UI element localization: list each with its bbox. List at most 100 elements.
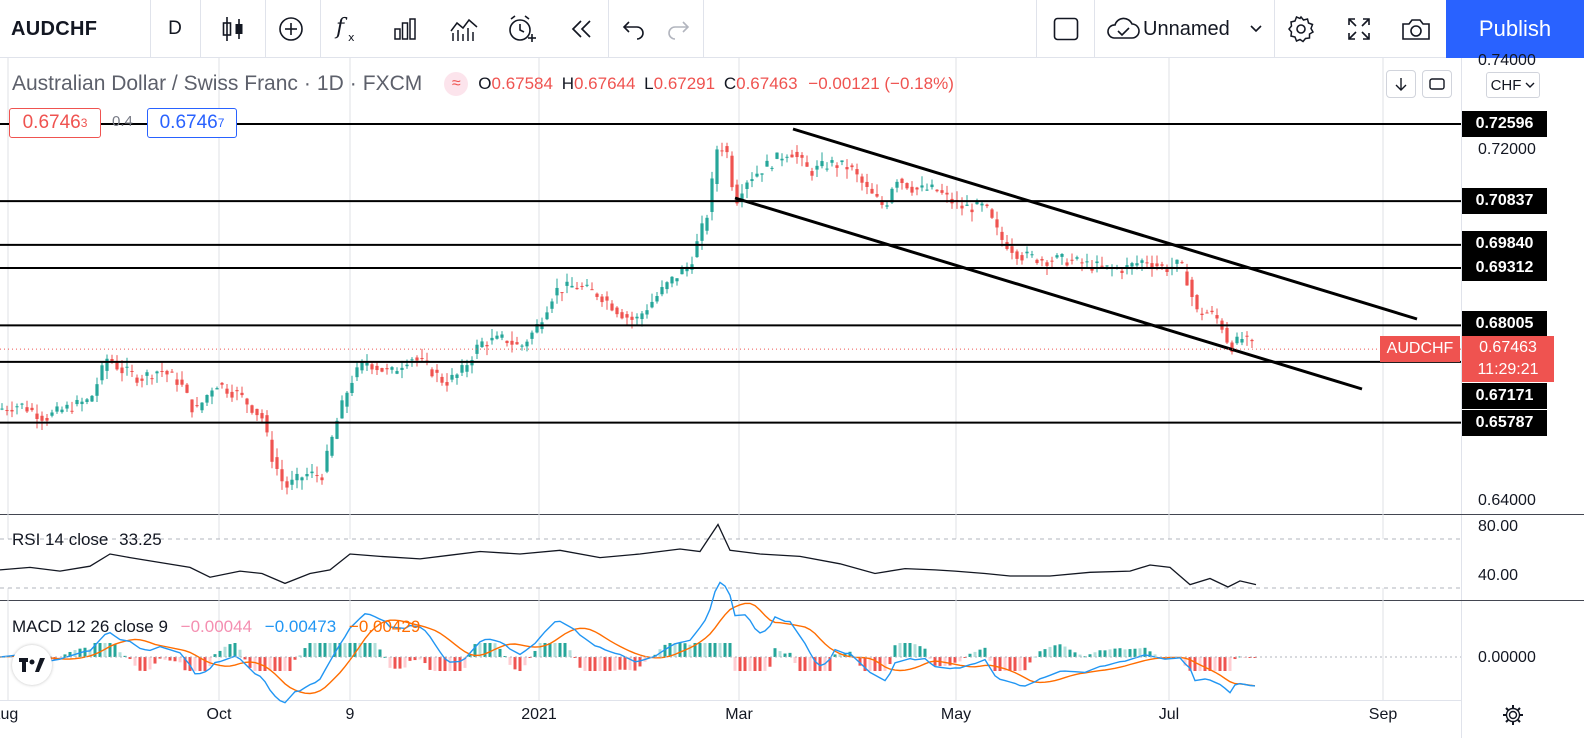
macd-histogram-bar: [183, 657, 187, 671]
legend-separator: ·: [349, 72, 357, 95]
time-axis-label: Oct: [206, 706, 232, 723]
macd-histogram-bar: [378, 649, 382, 657]
fullscreen-button[interactable]: [1336, 0, 1382, 58]
macd-histogram-bar: [228, 644, 232, 657]
layout-menu-button[interactable]: [1244, 0, 1268, 58]
templates-button[interactable]: [440, 0, 488, 58]
market-status-icon[interactable]: ≈: [444, 72, 469, 96]
candle-body: [1030, 254, 1034, 256]
sell-button[interactable]: 0.6746 3: [9, 108, 101, 138]
candle-body: [385, 368, 389, 370]
macd-histogram-bar: [958, 657, 962, 662]
candle-body: [1145, 262, 1149, 264]
macd-histogram-bar: [993, 657, 997, 671]
candle-body: [665, 282, 669, 290]
candle-body: [1050, 260, 1054, 262]
macd-histogram-bar: [998, 657, 1002, 671]
macd-histogram-bar: [1003, 657, 1007, 671]
macd-histogram-bar: [113, 644, 117, 657]
scroll-to-latest-button[interactable]: [1386, 70, 1416, 98]
candle-body: [5, 410, 9, 412]
candle-body: [165, 370, 169, 375]
tradingview-logo[interactable]: [12, 645, 52, 685]
candle-body: [975, 201, 979, 205]
candle-body: [215, 388, 219, 390]
cloud-save-button[interactable]: [1103, 0, 1143, 58]
macd-histogram-bar: [213, 654, 217, 657]
candle-body: [1245, 335, 1249, 337]
financials-button[interactable]: [382, 0, 428, 58]
candle-body: [770, 167, 774, 169]
maximize-icon: [1429, 78, 1445, 90]
macd-histogram-bar: [293, 657, 297, 660]
alert-button[interactable]: [498, 0, 546, 58]
candle-body: [80, 401, 84, 405]
macd-histogram-bar: [373, 643, 377, 657]
compare-symbol-button[interactable]: [268, 0, 314, 58]
macd-histogram-bar: [168, 657, 172, 661]
bar-replay-button[interactable]: [556, 0, 606, 58]
candle-body: [280, 469, 284, 482]
candle-body: [200, 402, 204, 411]
candle-body: [225, 388, 229, 394]
publish-button[interactable]: Publish: [1446, 0, 1584, 58]
toolbar-divider: [1036, 0, 1037, 58]
candle-body: [900, 178, 904, 184]
candle-body: [555, 287, 559, 296]
macd-histogram-bar: [608, 657, 612, 671]
maximize-pane-button[interactable]: [1422, 70, 1452, 98]
redo-button[interactable]: [656, 0, 700, 58]
candle-body: [435, 369, 439, 373]
macd-histogram-bar: [1113, 648, 1117, 657]
settings-button[interactable]: [1278, 0, 1324, 58]
candle-body: [1235, 336, 1239, 344]
macd-histogram-bar: [638, 657, 642, 667]
macd-histogram-bar: [758, 657, 762, 671]
macd-histogram-bar: [1028, 657, 1032, 663]
templates-icon: [450, 18, 478, 41]
interval-button[interactable]: D: [168, 18, 182, 39]
rsi-title: RSI 14 close: [12, 530, 109, 549]
macd-histogram-bar: [923, 648, 927, 657]
chart-settings-button[interactable]: [1500, 702, 1526, 728]
time-axis-label: Sep: [1368, 706, 1398, 723]
candle-body: [450, 374, 454, 380]
candle-body: [580, 285, 584, 287]
macd-histogram-bar: [418, 657, 422, 660]
time-axis-label: 9: [345, 706, 355, 723]
candle-body: [680, 268, 684, 275]
candle-body: [705, 217, 709, 231]
undo-button[interactable]: [612, 0, 656, 58]
close-value: 0.67463: [736, 74, 798, 93]
candle-body: [695, 241, 699, 258]
buy-button[interactable]: 0.6746 7: [147, 108, 237, 138]
snapshot-button[interactable]: [1392, 0, 1440, 58]
macd-histogram-bar: [123, 655, 127, 657]
candle-body: [1130, 263, 1134, 267]
macd-histogram-bar: [148, 657, 152, 670]
candle-body: [135, 377, 139, 383]
macd-histogram-bar: [978, 649, 982, 657]
candle-body: [240, 392, 244, 396]
macd-histogram-bar: [903, 643, 907, 657]
symbol-search-button[interactable]: AUDCHF: [11, 17, 98, 40]
candle-body: [765, 160, 769, 167]
macd-histogram-bar: [888, 657, 892, 665]
macd-histogram-bar: [1223, 657, 1227, 671]
currency-selector[interactable]: CHF: [1486, 72, 1540, 98]
candle-body: [690, 264, 694, 270]
layout-name[interactable]: Unnamed: [1143, 17, 1230, 40]
candle-body: [110, 359, 114, 362]
macd-histogram-bar: [423, 657, 427, 664]
macd-histogram-bar: [673, 643, 677, 657]
chart-type-button[interactable]: [210, 0, 256, 58]
layout-select-button[interactable]: [1040, 0, 1092, 58]
macd-histogram-bar: [273, 657, 277, 671]
arrow-down-icon: [1395, 78, 1407, 91]
chart-canvas[interactable]: [0, 58, 1584, 738]
candle-body: [530, 332, 534, 339]
macd-histogram-bar: [718, 643, 722, 657]
candle-body: [585, 284, 589, 286]
buy-price: 0.6746: [159, 112, 218, 133]
